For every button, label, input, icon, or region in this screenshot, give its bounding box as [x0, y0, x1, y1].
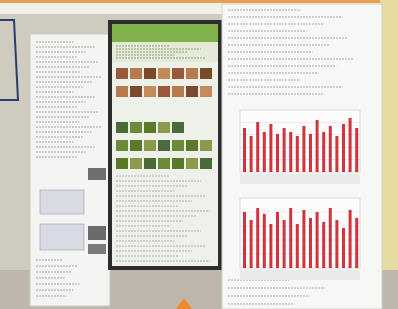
photo-thumb — [200, 68, 212, 79]
left-poster-photo — [88, 168, 106, 180]
photo-thumb — [186, 158, 198, 169]
photo-thumb — [116, 86, 128, 97]
photo-thumb — [172, 122, 184, 133]
red-bar — [309, 218, 312, 268]
photo-thumb — [116, 140, 128, 151]
red-bar — [296, 136, 299, 172]
red-bar — [250, 136, 253, 172]
red-bar — [329, 126, 332, 172]
page: Posters on wall {} html, body { margin: … — [0, 0, 398, 309]
red-bar — [322, 222, 325, 268]
photo-thumb — [116, 122, 128, 133]
red-bar — [276, 134, 279, 172]
middle-poster-header — [112, 24, 218, 42]
photo-thumb — [144, 68, 156, 79]
photo-thumb — [144, 122, 156, 133]
photo-thumb — [200, 86, 212, 97]
photo-thumb — [130, 86, 142, 97]
red-bar — [289, 132, 292, 172]
photo-thumb — [172, 86, 184, 97]
red-bar — [296, 224, 299, 268]
red-bar — [283, 128, 286, 172]
red-bar — [342, 124, 345, 172]
photo-thumb — [158, 140, 170, 151]
photo-scene — [0, 0, 398, 309]
red-bar — [329, 208, 332, 268]
photo-thumb — [144, 158, 156, 169]
red-bar — [276, 212, 279, 268]
red-bar — [289, 208, 292, 268]
red-bar — [355, 218, 358, 268]
red-bar — [302, 210, 305, 268]
photo-thumb — [172, 140, 184, 151]
red-bar — [355, 128, 358, 172]
photo-thumb — [130, 68, 142, 79]
photo-thumb — [200, 140, 212, 151]
red-bar — [302, 126, 305, 172]
chart-axis-labels — [240, 174, 360, 184]
red-bar — [349, 118, 352, 172]
red-bar — [335, 136, 338, 172]
photo-thumb — [186, 68, 198, 79]
chart-axis-labels — [240, 270, 360, 280]
photo-thumb — [130, 122, 142, 133]
red-bar — [309, 134, 312, 172]
photo-thumb — [172, 68, 184, 79]
red-bar — [263, 214, 266, 268]
photo-thumb — [158, 158, 170, 169]
red-bar — [322, 132, 325, 172]
red-bar — [349, 210, 352, 268]
red-bar — [256, 208, 259, 268]
red-bar — [335, 220, 338, 268]
left-poster-table — [40, 190, 84, 214]
photo-thumb — [172, 158, 184, 169]
red-bar — [342, 228, 345, 268]
left-poster-table — [40, 224, 84, 250]
red-bar — [316, 212, 319, 268]
red-bar — [269, 124, 272, 172]
red-bar — [250, 220, 253, 268]
photo-thumb — [186, 140, 198, 151]
photo-thumb — [130, 140, 142, 151]
left-poster-photo — [88, 244, 106, 254]
photo-thumb — [144, 140, 156, 151]
red-bar — [243, 128, 246, 172]
photo-thumb — [158, 122, 170, 133]
bar-chart-photo — [240, 198, 360, 280]
photo-thumb — [186, 86, 198, 97]
photo-thumb — [116, 68, 128, 79]
photo-thumb — [144, 86, 156, 97]
ceiling-trim — [0, 0, 398, 3]
photo-thumb — [116, 158, 128, 169]
right-wall-edge — [380, 0, 398, 309]
red-bar — [316, 120, 319, 172]
red-bar — [263, 132, 266, 172]
photo-thumb — [158, 86, 170, 97]
photo-thumb — [158, 68, 170, 79]
red-bar — [283, 220, 286, 268]
photo-thumb — [200, 158, 212, 169]
red-bar — [256, 122, 259, 172]
red-bar — [269, 224, 272, 268]
body: (() => { JSON.parse(document.getElementB… — [0, 0, 398, 309]
photo-thumb — [130, 158, 142, 169]
red-bar — [243, 212, 246, 268]
left-poster-photo — [88, 226, 106, 240]
